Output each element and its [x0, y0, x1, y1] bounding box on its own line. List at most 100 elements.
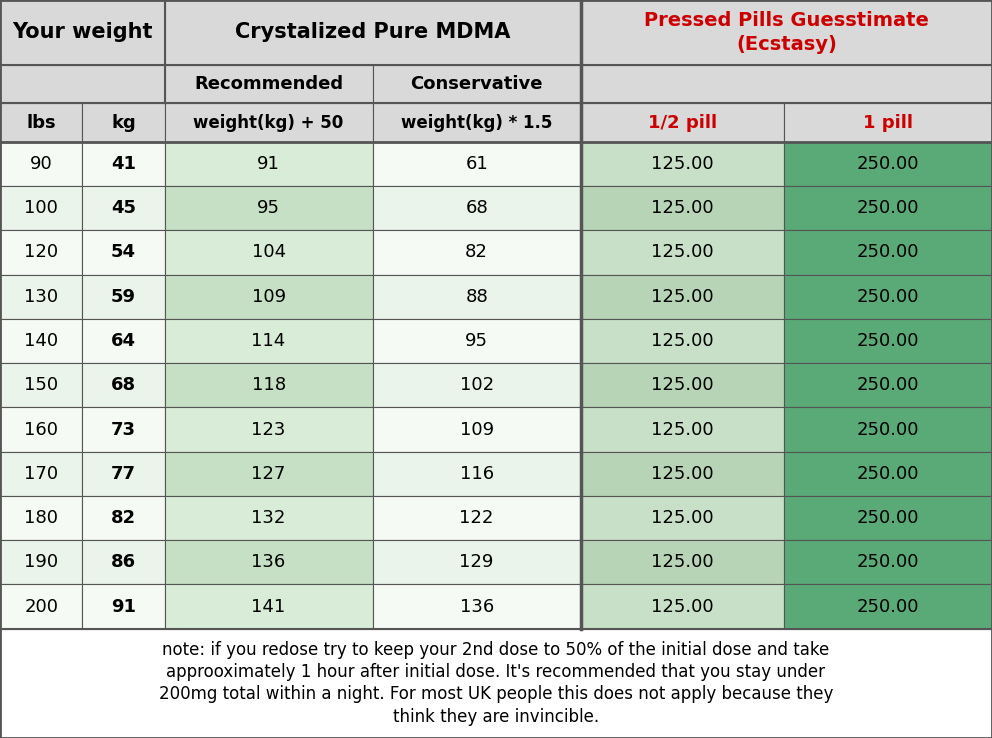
Text: 150: 150	[24, 376, 59, 394]
Text: 125.00: 125.00	[651, 509, 713, 527]
Text: 82: 82	[465, 244, 488, 261]
Bar	[373, 103, 580, 142]
Text: 125.00: 125.00	[651, 376, 713, 394]
Text: 190: 190	[24, 554, 59, 571]
Text: Conservative: Conservative	[411, 75, 543, 93]
Text: 102: 102	[459, 376, 494, 394]
Bar	[165, 584, 373, 629]
Text: 250.00: 250.00	[857, 155, 920, 173]
Bar	[0, 363, 82, 407]
Bar	[0, 65, 165, 103]
Text: 95: 95	[465, 332, 488, 350]
Bar	[580, 452, 784, 496]
Text: kg: kg	[111, 114, 136, 131]
Text: 170: 170	[24, 465, 59, 483]
Bar	[0, 275, 82, 319]
Bar	[373, 496, 580, 540]
Text: 41: 41	[111, 155, 136, 173]
Text: 118: 118	[252, 376, 286, 394]
Bar	[82, 452, 165, 496]
Text: 125.00: 125.00	[651, 288, 713, 306]
Bar	[0, 142, 82, 186]
Bar	[373, 584, 580, 629]
Text: 88: 88	[465, 288, 488, 306]
Text: 125.00: 125.00	[651, 244, 713, 261]
Text: 95: 95	[257, 199, 280, 217]
Bar	[165, 363, 373, 407]
Text: 59: 59	[111, 288, 136, 306]
Bar	[580, 0, 992, 65]
Text: 68: 68	[465, 199, 488, 217]
Text: 68: 68	[111, 376, 136, 394]
Text: 123: 123	[251, 421, 286, 438]
Text: 250.00: 250.00	[857, 332, 920, 350]
Text: 125.00: 125.00	[651, 465, 713, 483]
Text: 73: 73	[111, 421, 136, 438]
Text: 130: 130	[24, 288, 59, 306]
Text: 64: 64	[111, 332, 136, 350]
Bar	[165, 186, 373, 230]
Bar	[580, 496, 784, 540]
Bar	[82, 584, 165, 629]
Bar	[0, 230, 82, 275]
Bar	[82, 230, 165, 275]
Text: 180: 180	[24, 509, 59, 527]
Bar	[784, 103, 992, 142]
Bar	[82, 319, 165, 363]
Bar	[373, 452, 580, 496]
Text: 125.00: 125.00	[651, 554, 713, 571]
Bar	[82, 496, 165, 540]
Text: 127: 127	[251, 465, 286, 483]
Text: Pressed Pills Guesstimate
(Ecstasy): Pressed Pills Guesstimate (Ecstasy)	[644, 11, 929, 54]
Bar	[580, 407, 784, 452]
Text: 250.00: 250.00	[857, 376, 920, 394]
Bar	[580, 186, 784, 230]
Bar	[165, 319, 373, 363]
Bar	[82, 363, 165, 407]
Bar	[0, 186, 82, 230]
Text: 129: 129	[459, 554, 494, 571]
Text: 122: 122	[459, 509, 494, 527]
Text: note: if you redose try to keep your 2nd dose to 50% of the initial dose and tak: note: if you redose try to keep your 2nd…	[159, 641, 833, 725]
Bar	[0, 103, 82, 142]
Bar	[784, 363, 992, 407]
Text: 125.00: 125.00	[651, 421, 713, 438]
Bar	[784, 407, 992, 452]
Bar	[165, 65, 373, 103]
Text: 200: 200	[24, 598, 59, 615]
Bar	[0, 452, 82, 496]
Text: 250.00: 250.00	[857, 288, 920, 306]
Bar	[580, 363, 784, 407]
Bar	[165, 0, 580, 65]
Text: weight(kg) + 50: weight(kg) + 50	[193, 114, 343, 131]
Bar	[373, 363, 580, 407]
Text: 250.00: 250.00	[857, 199, 920, 217]
Bar	[580, 319, 784, 363]
Bar	[165, 142, 373, 186]
Text: lbs: lbs	[27, 114, 56, 131]
Text: 136: 136	[251, 554, 286, 571]
Text: 1/2 pill: 1/2 pill	[648, 114, 717, 131]
Text: 109: 109	[252, 288, 286, 306]
Text: 250.00: 250.00	[857, 465, 920, 483]
Text: 82: 82	[111, 509, 136, 527]
Text: 86: 86	[111, 554, 136, 571]
Text: 114: 114	[251, 332, 286, 350]
Bar	[373, 65, 580, 103]
Bar	[165, 230, 373, 275]
Bar	[165, 275, 373, 319]
Bar	[580, 275, 784, 319]
Bar	[373, 540, 580, 584]
Text: Your weight: Your weight	[12, 22, 153, 43]
Bar	[784, 230, 992, 275]
Text: 45: 45	[111, 199, 136, 217]
Bar	[373, 275, 580, 319]
Text: 104: 104	[252, 244, 286, 261]
Text: 140: 140	[24, 332, 59, 350]
Bar	[580, 584, 784, 629]
Bar	[0, 319, 82, 363]
Bar	[373, 186, 580, 230]
Text: 141: 141	[251, 598, 286, 615]
Text: 160: 160	[24, 421, 59, 438]
Text: 250.00: 250.00	[857, 509, 920, 527]
